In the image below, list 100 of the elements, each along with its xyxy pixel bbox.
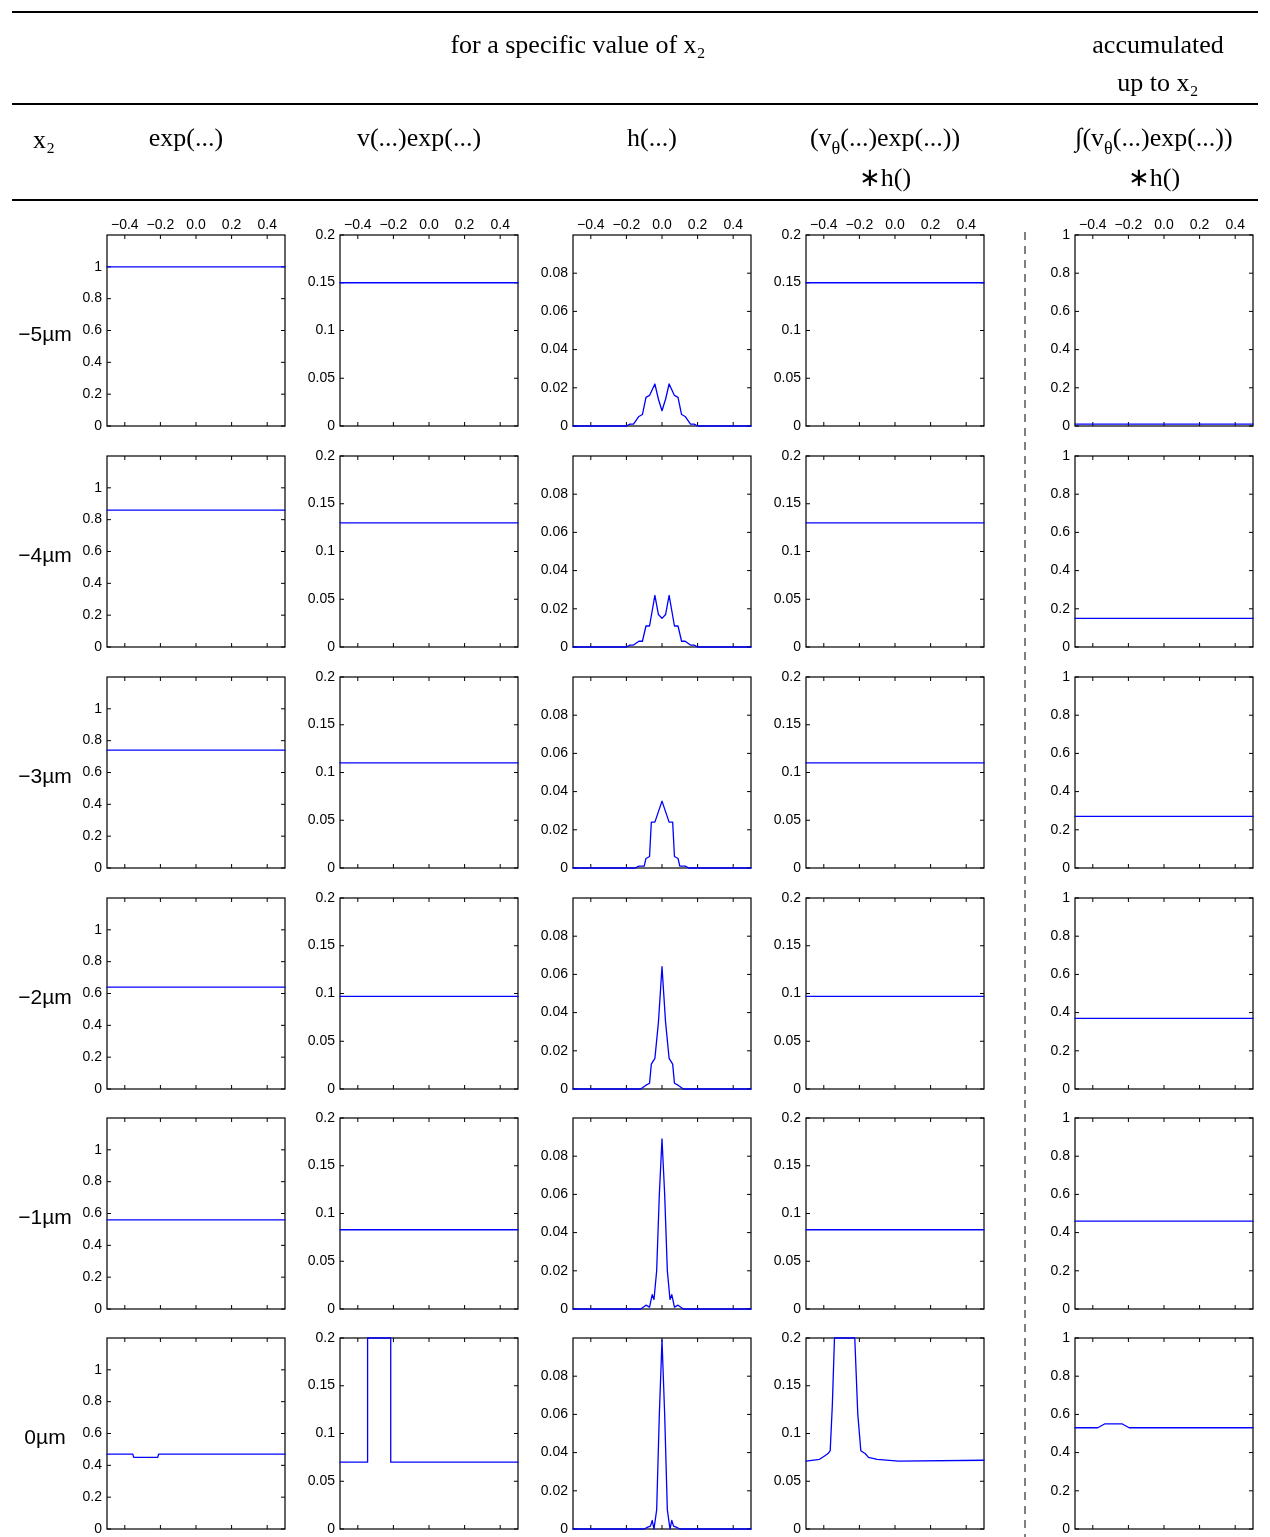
y-tick-label: 0 xyxy=(1062,1299,1071,1316)
y-tick-label: 0.2 xyxy=(781,667,802,684)
y-tick-label: 0.2 xyxy=(315,1108,336,1125)
y-tick-label: 0.05 xyxy=(307,810,336,827)
y-tick-label: 1 xyxy=(1062,225,1071,242)
x-tick-label: −0.2 xyxy=(1114,216,1143,232)
line-series xyxy=(572,800,752,869)
y-tick-label: 0.02 xyxy=(540,820,569,837)
y-tick-label: 0 xyxy=(94,637,103,654)
y-tick-label: 0.2 xyxy=(82,1047,103,1064)
y-tick-label: 0.05 xyxy=(307,1471,336,1488)
x-tick-label: 0.4 xyxy=(1225,216,1246,232)
y-tick-label: 1 xyxy=(1062,888,1071,905)
y-tick-label: 0.02 xyxy=(540,1041,569,1058)
x-tick-label: 0.2 xyxy=(687,216,708,232)
y-tick-label: 0.6 xyxy=(82,321,103,338)
chart-title: v(...)exp(...) xyxy=(356,122,482,152)
y-tick-label: 0.1 xyxy=(781,1424,802,1441)
y-tick-label: 0.8 xyxy=(1050,705,1071,722)
y-tick-label: 1 xyxy=(94,920,103,937)
y-tick-label: 0 xyxy=(793,1299,802,1316)
x-tick-label: −0.4 xyxy=(576,216,605,232)
y-tick-label: 1 xyxy=(94,699,103,716)
y-tick-label: 0.15 xyxy=(307,1376,336,1393)
y-tick-label: 0 xyxy=(1062,416,1071,433)
y-tick-label: 0.1 xyxy=(315,321,336,338)
y-tick-label: 0.05 xyxy=(307,1031,336,1048)
y-tick-label: 0.8 xyxy=(1050,263,1071,280)
y-tick-label: 0.2 xyxy=(1050,599,1071,616)
y-tick-label: 0.05 xyxy=(307,368,336,385)
y-tick-label: 0.1 xyxy=(315,542,336,559)
y-tick-label: 0.08 xyxy=(540,263,569,280)
y-tick-label: 0.6 xyxy=(1050,1185,1071,1202)
x-tick-label: −0.2 xyxy=(612,216,641,232)
y-tick-label: 0.8 xyxy=(82,731,103,748)
chart-title: (v$_{θ}$(...)exp(...)) ∗h() xyxy=(809,122,961,192)
x-tick-label: −0.4 xyxy=(809,216,838,232)
y-tick-label: 0.4 xyxy=(1050,1003,1071,1020)
y-tick-label: 0.02 xyxy=(540,1261,569,1278)
y-tick-label: 0.08 xyxy=(540,1366,569,1383)
y-tick-label: 0 xyxy=(1062,1519,1071,1536)
y-tick-label: 0.06 xyxy=(540,744,569,761)
y-tick-label: 0 xyxy=(793,416,802,433)
y-tick-label: 0.8 xyxy=(1050,1146,1071,1163)
y-tick-label: 0.15 xyxy=(307,1156,336,1173)
y-tick-label: 0 xyxy=(560,1299,569,1316)
y-tick-label: 1 xyxy=(94,478,103,495)
y-tick-label: 0.02 xyxy=(540,599,569,616)
text: accumulated up to x₂ xyxy=(1092,29,1224,97)
y-tick-label: 0.6 xyxy=(82,763,103,780)
y-tick-label: 0.05 xyxy=(773,810,802,827)
x-tick-label: 0.4 xyxy=(723,216,744,232)
x-tick-label: −0.2 xyxy=(146,216,175,232)
y-tick-label: 0.6 xyxy=(1050,744,1071,761)
line-series xyxy=(572,966,752,1090)
y-tick-label: 0.08 xyxy=(540,1146,569,1163)
y-tick-label: 0.8 xyxy=(82,510,103,527)
y-tick-label: 0.02 xyxy=(540,378,569,395)
y-tick-label: 0 xyxy=(1062,637,1071,654)
y-tick-label: 0.4 xyxy=(1050,782,1071,799)
y-tick-label: 0.8 xyxy=(82,1172,103,1189)
y-tick-label: 0.4 xyxy=(82,1016,103,1033)
y-tick-label: 0 xyxy=(793,637,802,654)
y-tick-label: 0.06 xyxy=(540,1185,569,1202)
y-tick-label: 0.4 xyxy=(1050,561,1071,578)
y-tick-label: 0.08 xyxy=(540,926,569,943)
y-tick-label: 0.6 xyxy=(1050,302,1071,319)
x-tick-label: 0.0 xyxy=(419,216,439,232)
y-tick-label: 0.6 xyxy=(82,542,103,559)
y-tick-label: 0 xyxy=(560,1079,569,1096)
y-tick-label: 0.6 xyxy=(1050,1405,1071,1422)
x-tick-label: 0.0 xyxy=(885,216,905,232)
y-tick-label: 0.6 xyxy=(82,1204,103,1221)
y-tick-label: 0.1 xyxy=(781,1204,802,1221)
y-tick-label: 0.8 xyxy=(1050,926,1071,943)
y-tick-label: 0.15 xyxy=(773,273,802,290)
y-tick-label: 0.04 xyxy=(540,561,569,578)
y-tick-label: 0.1 xyxy=(315,1424,336,1441)
y-axis-title: −2µm xyxy=(18,984,72,1008)
y-tick-label: 0.05 xyxy=(773,1031,802,1048)
y-tick-label: 0.2 xyxy=(1050,1481,1071,1498)
y-tick-label: 0.4 xyxy=(1050,1443,1071,1460)
x-tick-label: 0.4 xyxy=(490,216,511,232)
line-series xyxy=(572,1138,752,1310)
y-tick-label: 0.8 xyxy=(82,289,103,306)
y-tick-label: 0 xyxy=(94,1299,103,1316)
y-tick-label: 0 xyxy=(793,1519,802,1536)
x-tick-label: −0.2 xyxy=(845,216,874,232)
x-tick-label: −0.4 xyxy=(343,216,372,232)
y-tick-label: 0.1 xyxy=(315,984,336,1001)
y-tick-label: 0.2 xyxy=(1050,1041,1071,1058)
y-tick-label: 0.06 xyxy=(540,523,569,540)
chart-title: h(...) xyxy=(627,122,677,152)
y-tick-label: 0.6 xyxy=(1050,965,1071,982)
y-tick-label: 0.4 xyxy=(1050,340,1071,357)
y-tick-label: 0.6 xyxy=(82,1424,103,1441)
y-tick-label: 0 xyxy=(94,416,103,433)
y-tick-label: 0.4 xyxy=(82,1236,103,1253)
chart-title: ∫(v$_{θ}$(...)exp(...)) ∗h() xyxy=(1073,122,1233,192)
y-tick-label: 0.4 xyxy=(82,353,103,370)
